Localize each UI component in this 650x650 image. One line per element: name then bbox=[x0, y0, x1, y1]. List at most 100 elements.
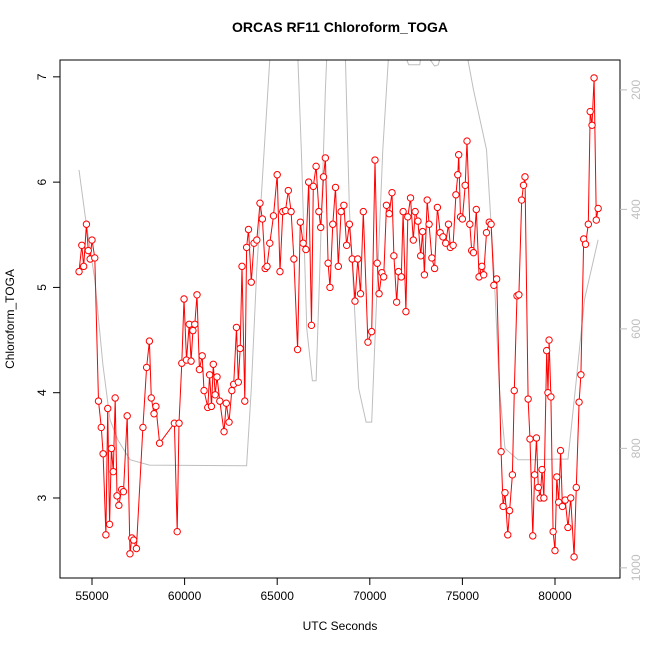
data-point bbox=[463, 137, 471, 145]
x-tick-label: 80000 bbox=[538, 589, 572, 603]
data-point bbox=[342, 241, 351, 250]
data-point bbox=[88, 236, 96, 244]
y-tick-label: 4 bbox=[35, 389, 49, 396]
data-point bbox=[575, 398, 583, 406]
data-point bbox=[319, 173, 328, 181]
y-tick-label: 5 bbox=[35, 284, 49, 291]
data-point bbox=[307, 321, 316, 330]
data-point bbox=[191, 320, 199, 328]
data-point bbox=[241, 397, 249, 405]
data-point bbox=[487, 220, 495, 228]
data-point bbox=[356, 290, 365, 298]
data-point bbox=[466, 220, 474, 228]
x-tick-label: 75000 bbox=[446, 589, 480, 603]
data-point bbox=[524, 395, 532, 403]
data-point bbox=[420, 271, 429, 279]
data-point bbox=[392, 298, 401, 306]
data-point bbox=[581, 240, 590, 248]
data-point bbox=[454, 171, 462, 179]
data-point bbox=[367, 327, 376, 336]
data-point bbox=[404, 213, 412, 221]
data-point bbox=[150, 410, 158, 418]
x-tick-label: 70000 bbox=[353, 589, 387, 603]
data-point bbox=[337, 207, 345, 216]
y-tick-label: 3 bbox=[35, 494, 49, 501]
data-point bbox=[594, 204, 602, 213]
data-point bbox=[549, 527, 557, 536]
data-point bbox=[345, 220, 354, 228]
y2-tick-label: 600 bbox=[629, 319, 643, 339]
data-point bbox=[551, 546, 559, 555]
data-point bbox=[458, 215, 467, 223]
data-point bbox=[469, 248, 478, 257]
data-point bbox=[406, 194, 415, 202]
data-point bbox=[492, 275, 501, 283]
data-point bbox=[84, 246, 92, 255]
data-point bbox=[236, 344, 244, 353]
y2-tick-label: 1000 bbox=[629, 554, 643, 581]
data-point bbox=[104, 404, 112, 413]
data-point bbox=[247, 278, 255, 286]
data-point bbox=[312, 162, 320, 171]
data-point bbox=[490, 281, 498, 290]
data-point bbox=[302, 245, 310, 254]
data-point bbox=[530, 471, 539, 479]
data-point bbox=[497, 447, 505, 456]
data-point bbox=[570, 553, 578, 561]
data-point bbox=[232, 323, 241, 332]
data-point bbox=[418, 227, 427, 236]
data-point bbox=[75, 267, 83, 276]
data-point bbox=[442, 239, 450, 247]
series-line bbox=[78, 77, 599, 557]
data-point bbox=[175, 419, 183, 427]
data-point bbox=[529, 532, 537, 540]
data-point bbox=[359, 207, 368, 216]
data-point bbox=[228, 386, 236, 395]
data-point bbox=[193, 291, 201, 299]
data-point bbox=[238, 262, 246, 271]
data-point bbox=[119, 487, 128, 496]
data-point bbox=[198, 352, 206, 360]
data-point bbox=[526, 435, 534, 443]
chart-title: ORCAS RF11 Chloroform_TOGA bbox=[232, 19, 448, 35]
data-point bbox=[439, 233, 447, 241]
data-point bbox=[304, 178, 313, 186]
data-point bbox=[388, 188, 396, 197]
data-point bbox=[205, 371, 214, 379]
data-point bbox=[155, 439, 164, 447]
data-point bbox=[213, 373, 221, 381]
data-point bbox=[409, 236, 418, 244]
data-point bbox=[351, 297, 359, 305]
data-point bbox=[242, 243, 251, 252]
data-point bbox=[556, 446, 565, 455]
data-point bbox=[107, 444, 116, 453]
data-point bbox=[126, 550, 134, 558]
data-point bbox=[354, 255, 362, 263]
data-point bbox=[317, 223, 325, 232]
data-point bbox=[244, 225, 253, 234]
y-tick-label: 6 bbox=[35, 178, 49, 185]
data-point bbox=[132, 544, 141, 553]
data-point bbox=[79, 262, 88, 271]
data-point bbox=[195, 365, 204, 374]
data-point bbox=[331, 183, 340, 192]
data-point bbox=[173, 527, 181, 536]
data-point bbox=[449, 241, 457, 250]
data-point bbox=[216, 397, 224, 405]
data-point bbox=[379, 273, 388, 281]
data-point bbox=[499, 502, 507, 511]
data-point bbox=[433, 203, 442, 212]
data-point bbox=[390, 252, 398, 260]
x-tick-label: 55000 bbox=[75, 589, 109, 603]
x-tick-label: 60000 bbox=[168, 589, 202, 603]
data-point bbox=[315, 207, 323, 216]
x-tick-label: 65000 bbox=[261, 589, 295, 603]
series-line bbox=[78, 60, 599, 467]
data-point bbox=[299, 239, 307, 247]
data-point bbox=[340, 201, 348, 209]
x-axis-label: UTC Seconds bbox=[303, 619, 378, 633]
data-point bbox=[225, 418, 233, 426]
data-point bbox=[472, 205, 480, 214]
